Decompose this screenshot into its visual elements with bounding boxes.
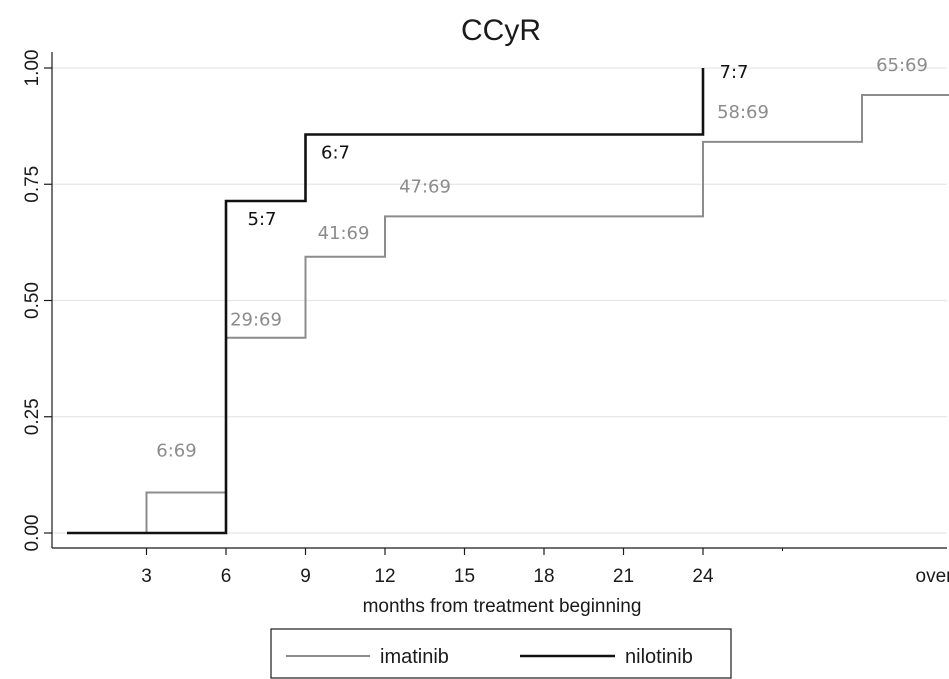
x-tick-label-8: overall	[916, 566, 949, 587]
y-tick-label-2: 0.50	[22, 282, 43, 319]
series-line-imatinib	[67, 93, 949, 534]
series-layer	[67, 68, 949, 535]
x-tick-label-0: 3	[141, 566, 152, 587]
x-tick-label-6: 21	[613, 566, 634, 587]
grid-layer	[52, 67, 947, 534]
legend-label-nilotinib: nilotinib	[625, 646, 693, 668]
axes-layer: 0.00 0.25 0.50 0.75 1.00 3 6 9 12 15 18 21 24 overall	[22, 50, 949, 587]
data-label-imatinib-0: 6:69	[156, 441, 196, 462]
y-tick-label-4: 1.00	[22, 50, 43, 87]
x-tick-label-3: 12	[374, 566, 395, 587]
series-line-nilotinib	[67, 68, 705, 535]
data-label-imatinib-2: 41:69	[318, 223, 370, 244]
data-label-imatinib-5: 65:69	[876, 55, 928, 76]
data-label-imatinib-3: 47:69	[399, 176, 451, 197]
y-tick-label-0: 0.00	[22, 515, 43, 552]
x-axis-title: months from treatment beginning	[363, 596, 642, 617]
legend-box	[270, 628, 732, 679]
data-label-nilotinib-2: 7:7	[720, 62, 749, 83]
x-tick-label-4: 15	[454, 566, 475, 587]
data-label-imatinib-4: 58:69	[717, 102, 769, 123]
x-tick-label-1: 6	[221, 566, 232, 587]
x-tick-label-2: 9	[300, 566, 311, 587]
data-label-nilotinib-0: 5:7	[248, 209, 277, 230]
data-label-layer: 6:69 29:69 41:69 47:69 58:69 65:69 5:7 6:7 7:7	[156, 55, 928, 462]
y-tick-label-1: 0.25	[22, 398, 43, 435]
legend-label-imatinib: imatinib	[380, 646, 449, 668]
legend: imatinib nilotinib	[270, 628, 732, 679]
data-label-nilotinib-1: 6:7	[321, 142, 350, 163]
chart-title: CCyR	[461, 14, 541, 47]
data-label-imatinib-1: 29:69	[230, 310, 282, 331]
y-tick-label-3: 0.75	[22, 166, 43, 203]
x-tick-label-5: 18	[533, 566, 554, 587]
x-tick-label-7: 24	[692, 566, 714, 587]
